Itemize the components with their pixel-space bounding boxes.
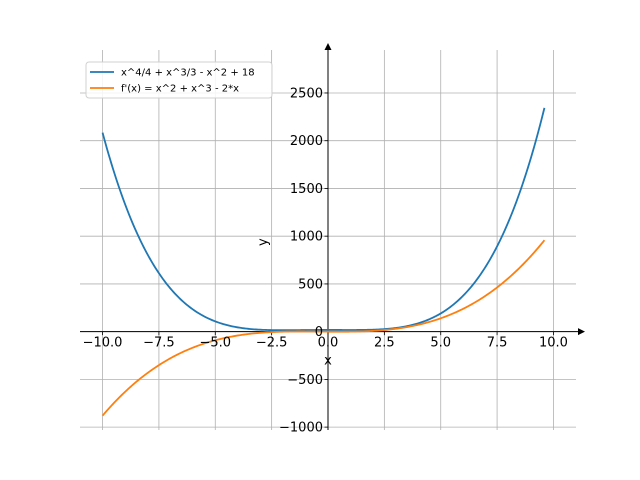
y-tick-label: 1500 (290, 182, 323, 197)
y-tick-label: 500 (298, 277, 323, 292)
legend-label-series-1: x^4/4 + x^3/3 - x^2 + 18 (121, 68, 255, 79)
x-axis-label: x (324, 354, 332, 369)
legend-label-series-2: f'(x) = x^2 + x^3 - 2*x (121, 84, 239, 95)
x-tick-label: −5.0 (199, 336, 231, 351)
x-tick-label: −7.5 (143, 336, 175, 351)
y-axis-label: y (256, 238, 271, 246)
y-axis-arrow (324, 43, 332, 50)
legend: x^4/4 + x^3/3 - x^2 + 18 f'(x) = x^2 + x… (85, 61, 273, 99)
x-tick-label: 0.0 (318, 336, 339, 351)
x-tick-label: 10.0 (539, 336, 568, 351)
x-tick-label: 7.5 (487, 336, 508, 351)
y-tick-label: 2000 (290, 134, 323, 149)
x-tick-label: 5.0 (430, 336, 451, 351)
x-axis-arrow (578, 328, 585, 336)
y-tick-label: −500 (287, 373, 323, 388)
series-lines (101, 107, 546, 417)
series-line-2 (101, 239, 546, 417)
series-line-1 (101, 107, 546, 332)
x-tick-label: 2.5 (374, 336, 395, 351)
y-tick-label: 0 (315, 325, 323, 340)
legend-box (85, 61, 273, 99)
y-tick-label: 1000 (290, 230, 323, 245)
tick-labels: −10.0 −7.5 −5.0 −2.5 0.0 2.5 5.0 7.5 10.0 −1000 −5… (83, 86, 568, 435)
x-tick-label: −2.5 (256, 336, 288, 351)
y-tick-label: −1000 (279, 421, 323, 436)
x-tick-label: −10.0 (83, 336, 123, 351)
y-tick-label: 2500 (290, 86, 323, 101)
